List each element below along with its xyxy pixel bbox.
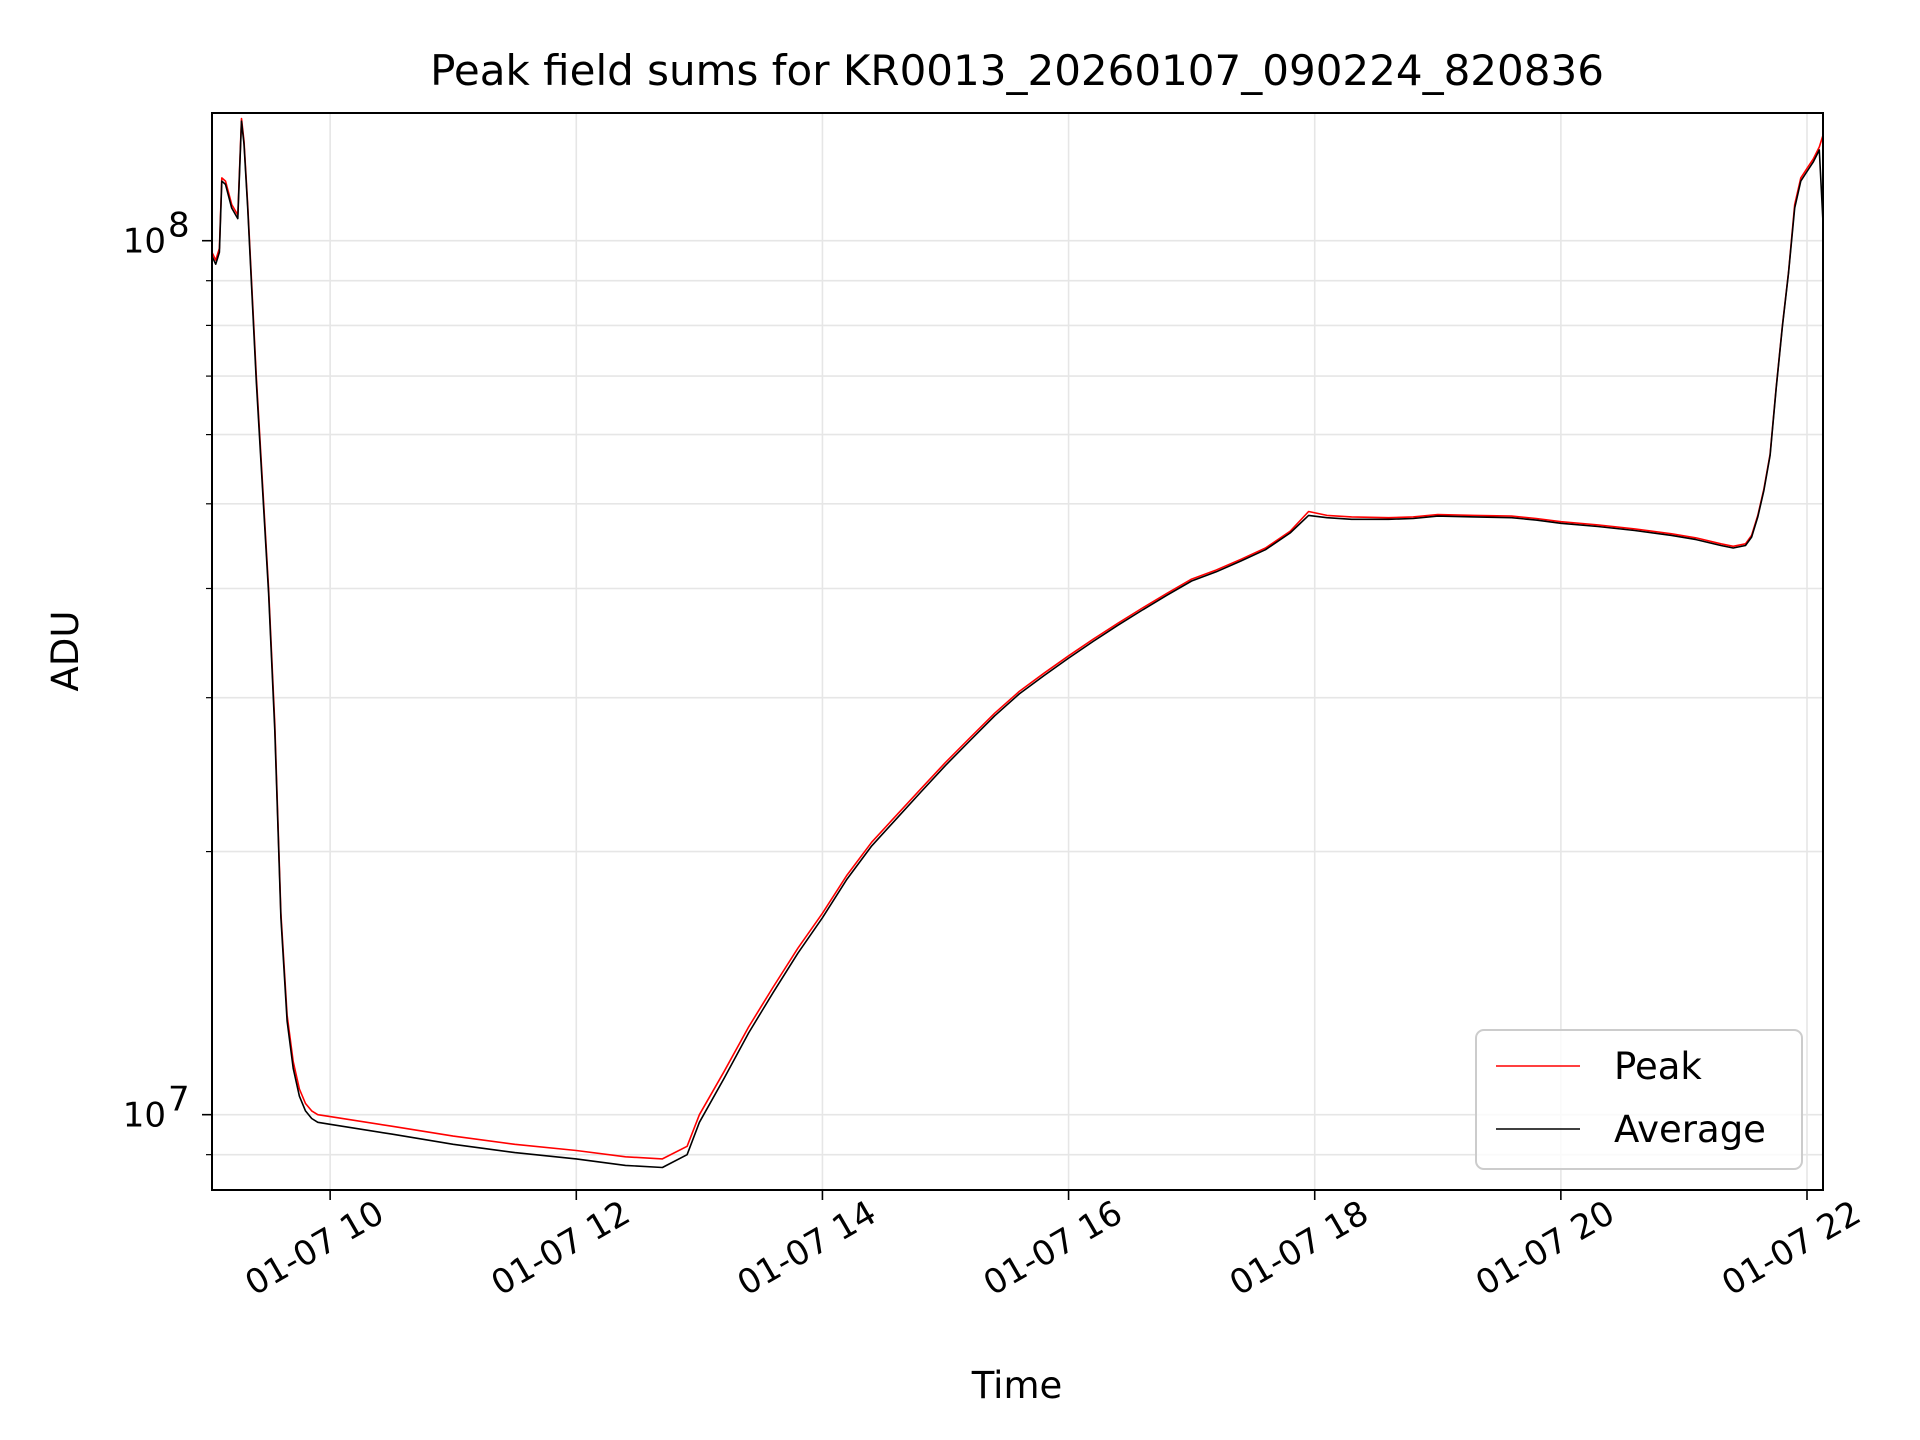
legend-average-label: Average — [1614, 1108, 1766, 1151]
y-tick-label: 10 — [123, 222, 166, 262]
y-tick-label-exponent: 7 — [168, 1080, 190, 1120]
y-axis-label: ADU — [44, 611, 87, 692]
legend-box — [1475, 1029, 1803, 1170]
x-axis-label: Time — [971, 1364, 1063, 1407]
plot-area — [212, 113, 1823, 1190]
chart-title: Peak field sums for KR0013_20260107_0902… — [430, 46, 1604, 95]
series-layer — [211, 117, 1824, 1169]
legend-peak-label: Peak — [1614, 1045, 1702, 1088]
series-line-average — [211, 120, 1824, 1169]
y-tick-label-exponent: 8 — [168, 206, 190, 246]
plot-frame — [211, 112, 1824, 1191]
legend: Peak Average — [1475, 1029, 1803, 1170]
y-tick-label: 10 — [123, 1096, 166, 1136]
grid — [212, 113, 1823, 1190]
